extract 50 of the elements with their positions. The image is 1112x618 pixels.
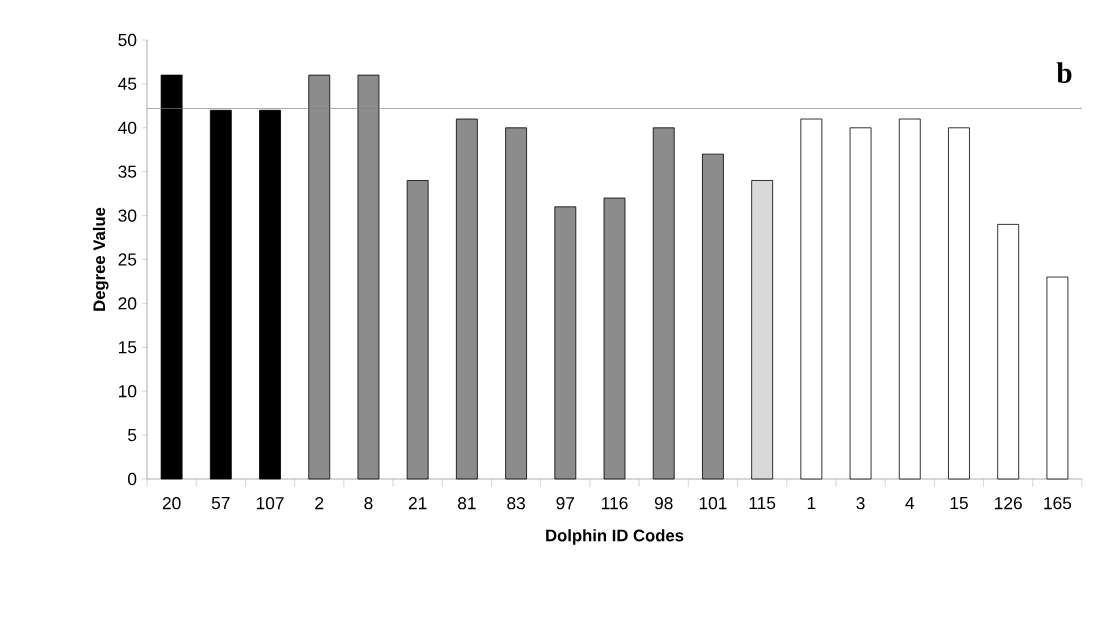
bar <box>652 127 675 480</box>
y-tick-label: 25 <box>118 253 137 266</box>
y-tick-label: 5 <box>128 429 137 442</box>
bar <box>603 197 626 480</box>
bar <box>1046 276 1069 480</box>
x-tick-label: 101 <box>699 497 727 510</box>
x-tick-label: 81 <box>457 497 476 510</box>
bar <box>554 206 577 480</box>
y-axis-title: Degree Value <box>92 207 109 311</box>
y-tick-label: 45 <box>118 77 137 90</box>
bar <box>898 118 921 480</box>
y-tick-label: 30 <box>118 209 137 222</box>
bar <box>849 127 872 480</box>
bar <box>751 180 774 480</box>
bar <box>209 109 232 480</box>
y-tick-label: 15 <box>119 341 137 354</box>
x-tick-label: 20 <box>162 497 181 510</box>
y-tick-label: 0 <box>127 472 137 486</box>
y-tick-label: 40 <box>118 121 137 134</box>
y-tick-label: 20 <box>118 297 137 310</box>
bar <box>160 74 183 480</box>
x-tick-label: 3 <box>856 497 865 510</box>
x-tick-label: 1 <box>807 497 816 509</box>
x-tick-label: 115 <box>749 497 776 510</box>
bar <box>702 153 724 480</box>
x-tick-label: 2 <box>315 497 324 510</box>
x-tick-label: 4 <box>905 497 915 509</box>
x-tick-label: 107 <box>256 497 284 510</box>
x-tick-label: 126 <box>995 497 1022 510</box>
bar <box>800 118 823 480</box>
x-axis-title: Dolphin ID Codes <box>546 529 684 545</box>
bar <box>505 127 527 480</box>
bar <box>406 180 429 480</box>
bar <box>997 223 1020 480</box>
x-tick-label: 8 <box>364 497 373 510</box>
bar <box>455 118 478 480</box>
x-tick-label: 165 <box>1044 497 1072 510</box>
y-tick-label: 50 <box>118 33 137 47</box>
y-tick-label: 10 <box>119 385 137 398</box>
x-tick-label: 116 <box>602 497 628 510</box>
bar <box>259 109 281 480</box>
x-tick-label: 83 <box>507 497 525 510</box>
x-tick-label: 21 <box>408 497 427 510</box>
x-tick-label: 15 <box>950 497 968 510</box>
bar <box>948 127 970 480</box>
y-tick-label: 35 <box>118 165 137 178</box>
x-tick-label: 57 <box>211 497 230 510</box>
x-tick-label: 98 <box>654 497 673 510</box>
annotation: b <box>1056 62 1072 83</box>
x-tick-label: 97 <box>556 497 575 510</box>
